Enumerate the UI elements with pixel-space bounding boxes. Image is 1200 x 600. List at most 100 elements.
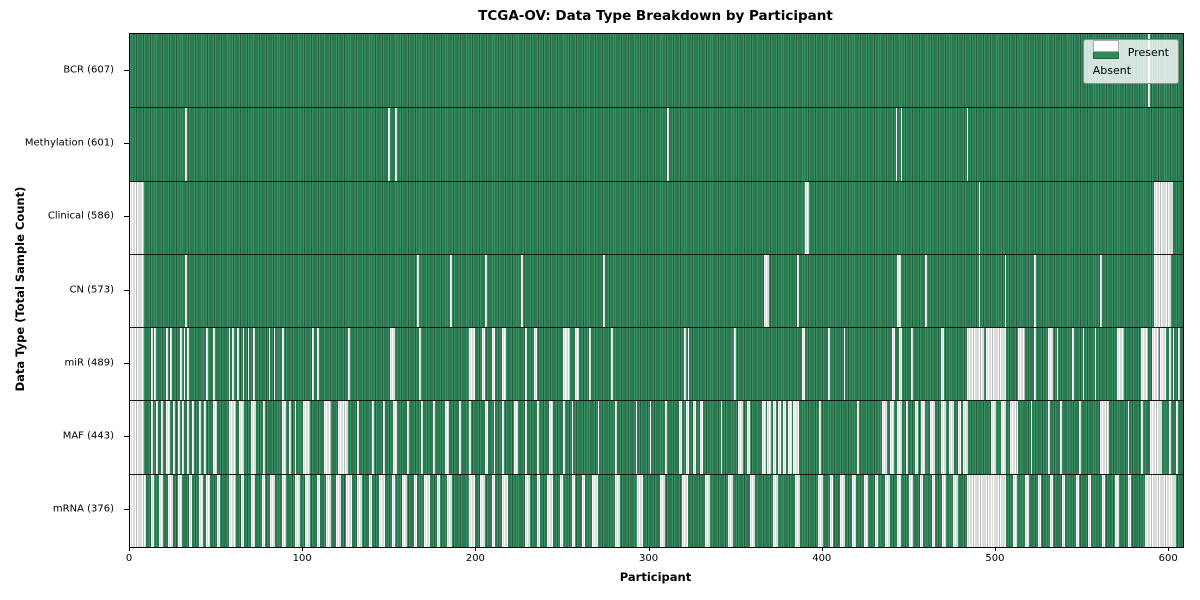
absent-segment [294,473,300,547]
x-tick-label-300: 300 [639,553,659,564]
absent-segment [562,327,570,401]
absent-segment [524,473,531,547]
absent-segment [407,400,409,474]
absent-segment [206,327,208,401]
absent-segment [502,327,506,401]
absent-segment [348,327,350,401]
absent-segment [391,473,395,547]
absent-segment [782,400,787,474]
absent-segment [346,473,352,547]
absent-segment [940,400,946,474]
absent-segment [843,327,846,401]
y-tick-label-miR: miR (489) [64,357,114,369]
absent-segment [1160,327,1166,401]
heatmap-row-mRNA [130,473,1183,547]
x-tick-mark [994,547,996,551]
absent-segment [388,107,390,181]
x-tick-label-600: 600 [1158,553,1178,564]
absent-segment [481,327,486,401]
absent-segment [536,473,541,547]
plot-area: Present Absent [129,33,1184,548]
absent-segment [237,327,240,401]
absent-segment [294,400,297,474]
absent-segment [1047,327,1054,401]
absent-segment [897,253,901,328]
absent-segment [199,473,203,547]
absent-segment [597,400,600,474]
absent-segment [323,400,331,474]
absent-segment [985,327,1007,401]
absent-segment [369,473,373,547]
row-separator [130,400,1183,402]
absent-segment [1094,327,1097,401]
absent-segment [372,400,375,474]
absent-segment [213,400,217,474]
x-tick-mark [648,547,650,551]
absent-segment [251,473,255,547]
absent-segment [450,253,453,328]
absent-segment [762,400,766,474]
absent-segment [665,400,667,474]
absent-segment [919,473,924,547]
absent-segment [635,400,638,474]
absent-segment [549,400,553,474]
y-tick-mark [124,69,129,71]
absent-segment [150,400,153,474]
absent-segment [966,107,969,181]
absent-segment [166,400,170,474]
absent-segment [720,400,723,474]
absent-segment [1075,473,1080,547]
absent-segment [188,473,193,547]
absent-segment [232,327,234,401]
absent-segment [154,327,156,401]
absent-segment [788,400,792,474]
absent-segment [424,473,430,547]
absent-segment [684,327,686,401]
absent-segment [130,180,144,254]
absent-segment [940,327,944,401]
absent-segment [881,400,887,474]
x-tick-mark [821,547,823,551]
x-axis-title: Participant [619,570,692,584]
absent-segment [491,327,496,401]
absent-segment [614,400,617,474]
absent-segment [524,327,527,401]
absent-segment [905,400,908,474]
absent-segment [311,327,314,401]
absent-segment [966,327,984,401]
y-tick-label-Clinical: Clinical (586) [47,210,114,222]
absent-segment [303,400,311,474]
absent-segment [169,327,172,401]
absent-segment [282,400,286,474]
absent-segment [356,473,363,547]
absent-segment [582,473,586,547]
absent-segment [394,107,397,181]
absent-segment [1034,253,1036,328]
absent-segment [746,400,750,474]
absent-segment [166,327,169,401]
row-separator [130,253,1183,255]
row-separator [130,473,1183,475]
absent-segment [185,253,188,328]
absent-segment [1087,473,1092,547]
absent-segment [382,400,385,474]
absent-segment [187,400,189,474]
absent-segment [389,327,395,401]
absent-segment [1018,327,1026,401]
absent-segment [737,400,744,474]
absent-segment [547,473,553,547]
absent-segment [155,400,158,474]
absent-segment [895,107,898,181]
absent-segment [469,473,475,547]
absent-segment [282,473,286,547]
absent-segment [924,253,927,328]
absent-segment [588,327,591,401]
absent-segment [1047,400,1050,474]
absent-segment [479,473,486,547]
absent-segment [304,473,311,547]
absent-segment [130,253,144,328]
absent-segment [692,400,697,474]
absent-segment [819,400,822,474]
absent-segment [289,400,292,474]
absent-segment [942,473,946,547]
